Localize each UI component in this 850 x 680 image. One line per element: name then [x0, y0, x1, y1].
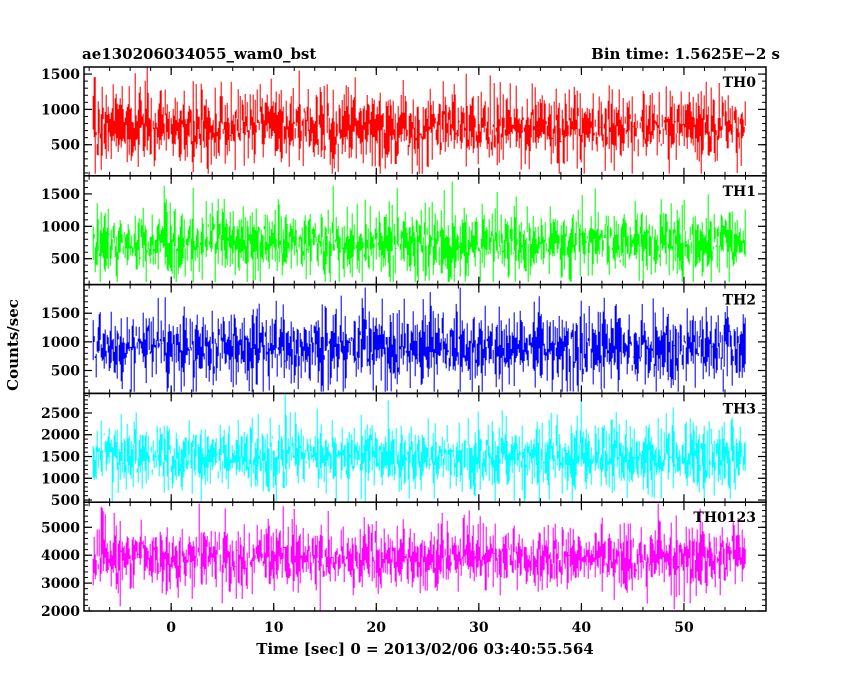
panel-label: TH0123 [693, 510, 756, 526]
y-tick-label: 4000 [41, 548, 80, 564]
panel-th1: 500 1000 1500 TH1 [41, 175, 767, 286]
panel-th0: 500 1000 1500 TH0 [41, 66, 767, 177]
y-tick-label: 1500 [41, 67, 80, 83]
y-tick-label: 1000 [41, 335, 80, 351]
panel-th3: 500 1000 1500 2000 2500 TH3 [41, 392, 767, 509]
y-tick-label: 1500 [41, 306, 80, 322]
series-th1 [92, 181, 746, 282]
x-tick-label: 30 [469, 620, 489, 636]
panel-frame [83, 501, 767, 612]
y-tick-label: 1000 [41, 471, 80, 487]
y-tick-label: 1500 [41, 450, 80, 466]
panel-th2: 500 1000 1500 TH2 [41, 283, 767, 395]
y-axis-label: Counts/sec [4, 299, 22, 391]
panel-label: TH1 [723, 184, 756, 200]
x-tick-label: 0 [166, 620, 176, 636]
series-th0123 [92, 503, 746, 611]
series-th0 [92, 67, 746, 174]
y-tick-label: 1500 [41, 187, 80, 203]
x-tick-label: 20 [367, 620, 387, 636]
panel-th0123: 2000 3000 4000 5000 TH0123 [41, 501, 767, 620]
panel-label: TH0 [723, 75, 757, 91]
y-tick-label: 500 [51, 252, 80, 268]
x-tick-label: 10 [264, 620, 284, 636]
x-tick-label: 40 [572, 620, 592, 636]
panel-label: TH3 [723, 401, 756, 417]
y-tick-label: 500 [51, 493, 80, 509]
x-tick-label: 50 [674, 620, 694, 636]
observation-id-title: ae130206034055_wam0_bst [82, 45, 316, 63]
series-th3 [92, 393, 746, 503]
bin-time-title: Bin time: 1.5625E−2 s [591, 45, 780, 63]
x-axis-label: Time [sec] 0 = 2013/02/06 03:40:55.564 [256, 640, 593, 658]
y-tick-label: 2000 [41, 428, 80, 444]
series-th2 [92, 287, 746, 392]
y-tick-label: 3000 [41, 576, 80, 592]
y-tick-label: 500 [51, 363, 80, 379]
y-tick-label: 1000 [41, 102, 80, 118]
y-tick-label: 2500 [41, 406, 80, 422]
y-tick-label: 1000 [41, 219, 80, 235]
y-tick-label: 5000 [41, 520, 80, 536]
panel-label: TH2 [723, 293, 756, 309]
y-tick-label: 500 [51, 138, 80, 154]
y-tick-label: 2000 [41, 604, 80, 620]
